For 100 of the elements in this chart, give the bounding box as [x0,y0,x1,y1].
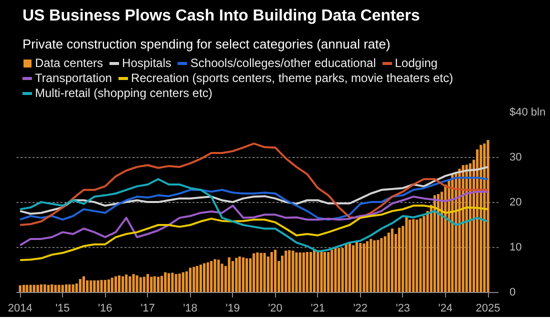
bar [370,238,372,292]
bar [242,257,245,292]
bar [295,252,298,292]
bar [376,240,380,292]
bar [196,266,198,292]
bar [142,276,146,292]
bar [40,284,42,292]
bar [164,272,167,292]
bar [398,228,401,292]
bar [270,252,273,292]
bar [348,243,351,292]
bar [150,276,153,292]
bar [252,253,256,292]
x-tick-label: 2014 [8,302,32,314]
bar [68,284,71,292]
y-tick-label: $40 bln [510,106,546,118]
bar [146,274,150,292]
bar [199,264,202,292]
bar [341,248,344,292]
bar [156,276,160,292]
legend-label: Transportation [35,71,112,85]
bar [93,280,96,292]
bar [22,284,25,292]
legend-label: Data centers [35,56,104,70]
legend-label: Recreation (sports centers, theme parks, movie theaters etc) [130,71,454,85]
bar [214,259,216,292]
bar [114,276,117,292]
bar [178,274,181,292]
bar [327,252,330,292]
bar [408,220,412,292]
bar [323,252,326,292]
bar [298,252,302,292]
bar [32,284,36,292]
bar [366,241,369,292]
bar [288,250,291,292]
x-tick-label: '19 [226,302,240,314]
bar [160,276,163,292]
bar [330,250,334,292]
bar [316,250,320,292]
bar [309,252,312,292]
x-tick-label: '24 [438,302,453,314]
bar [171,272,174,292]
bar [168,273,170,292]
bar [202,263,206,292]
x-tick-label: '23 [396,302,410,314]
x-tick-label: '18 [183,302,198,314]
bar [64,284,68,292]
x-tick-label: '16 [98,302,112,314]
legend-label: Hospitals [122,56,172,70]
bar [437,194,440,292]
bar [387,232,390,292]
bar [312,249,316,292]
bar [54,284,57,292]
bar [238,256,241,292]
bar [110,278,114,292]
bar [61,284,64,292]
bar [263,252,266,292]
bar [82,276,85,292]
legend-label: Multi-retail (shopping centers etc) [35,86,212,100]
bar [352,245,355,292]
bar [362,243,366,292]
bar [188,268,192,292]
bar [260,252,262,292]
bar [284,250,288,292]
x-tick-label: '17 [140,302,155,314]
bar [206,262,210,292]
bar [405,217,408,292]
bar [217,260,220,292]
bar [192,266,196,292]
bar [78,279,82,292]
line-series [19,142,490,226]
bar [344,244,348,292]
bar [390,228,394,292]
bar [292,250,294,292]
bar [274,250,277,292]
y-tick-label: 0 [510,286,516,298]
bar [433,195,436,292]
bar [245,258,248,292]
bar [182,272,184,292]
bar [50,284,54,292]
bar [334,248,337,292]
bar [86,280,89,292]
chart-title: US Business Plows Cash Into Building Data Centers [22,8,420,24]
bar [122,276,124,292]
bar [380,238,383,292]
y-tick-label: 10 [510,242,522,254]
bar [107,279,110,292]
bar [210,261,213,292]
line-series [19,176,490,221]
bar [153,276,156,292]
bar [26,284,28,292]
bar [486,140,490,292]
line-series [19,190,490,246]
line-series [19,204,490,262]
x-tick-label: '21 [310,302,326,314]
bar [373,240,376,292]
bar [256,252,259,292]
bar [139,277,142,292]
bar [231,261,234,292]
bar [306,252,308,292]
